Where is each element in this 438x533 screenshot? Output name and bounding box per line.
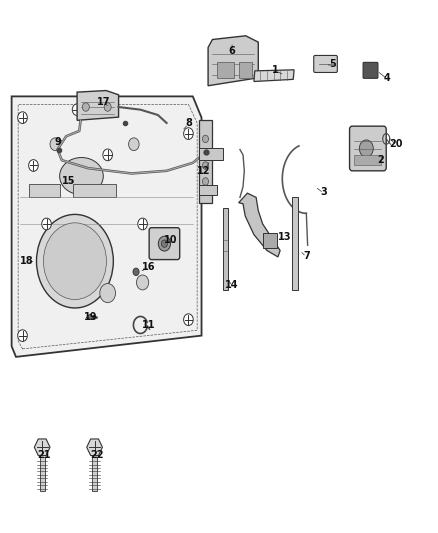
Circle shape [36,214,113,308]
Text: 6: 6 [229,46,236,56]
Circle shape [138,218,148,230]
Text: 8: 8 [185,118,192,128]
Bar [354,156,381,165]
FancyBboxPatch shape [350,126,386,171]
Text: 5: 5 [329,60,336,69]
Bar [199,149,223,160]
Bar [239,62,252,78]
Circle shape [104,103,111,111]
Circle shape [202,177,208,185]
Text: 10: 10 [164,235,178,245]
Polygon shape [208,36,258,86]
Text: 22: 22 [90,450,103,460]
Circle shape [161,240,167,247]
Bar [29,184,60,197]
Polygon shape [87,439,102,456]
Bar [39,457,45,491]
Bar [217,62,234,78]
Circle shape [184,128,193,140]
Circle shape [28,160,38,171]
Circle shape [133,268,139,276]
Circle shape [129,138,139,151]
Bar [199,120,212,203]
Bar [199,185,217,195]
FancyBboxPatch shape [314,55,337,72]
Text: 17: 17 [96,96,110,107]
Circle shape [158,236,170,251]
Text: 4: 4 [384,73,390,83]
Circle shape [202,135,208,143]
Circle shape [88,314,92,320]
Circle shape [103,149,113,161]
Text: 18: 18 [20,256,34,266]
Circle shape [202,162,208,169]
FancyBboxPatch shape [363,62,378,78]
Polygon shape [77,91,119,120]
Bar [263,233,277,248]
Text: 11: 11 [142,320,156,330]
Circle shape [18,112,27,124]
Circle shape [82,103,89,111]
Text: 2: 2 [377,155,384,165]
Text: 14: 14 [225,280,239,290]
Text: 21: 21 [38,450,51,460]
Polygon shape [254,70,294,82]
Circle shape [72,104,82,116]
Circle shape [18,330,27,342]
Text: 9: 9 [54,136,61,147]
Bar [292,197,297,290]
Circle shape [42,218,51,230]
Polygon shape [34,439,50,456]
Circle shape [100,284,116,303]
Text: 15: 15 [62,176,75,187]
Text: 1: 1 [272,65,279,75]
Text: 19: 19 [84,312,97,322]
Circle shape [359,140,373,157]
Text: 13: 13 [278,232,291,243]
Circle shape [50,138,60,151]
Circle shape [43,223,106,300]
Bar [92,457,97,491]
Text: 7: 7 [303,251,310,261]
Text: 16: 16 [142,262,156,271]
Bar [73,184,117,197]
Circle shape [184,314,193,326]
Polygon shape [239,193,280,257]
Circle shape [137,275,149,290]
Text: 20: 20 [389,139,403,149]
Ellipse shape [60,158,103,195]
Bar [223,208,228,290]
FancyBboxPatch shape [149,228,180,260]
Text: 12: 12 [197,166,211,176]
Text: 3: 3 [321,187,327,197]
Polygon shape [12,96,201,357]
